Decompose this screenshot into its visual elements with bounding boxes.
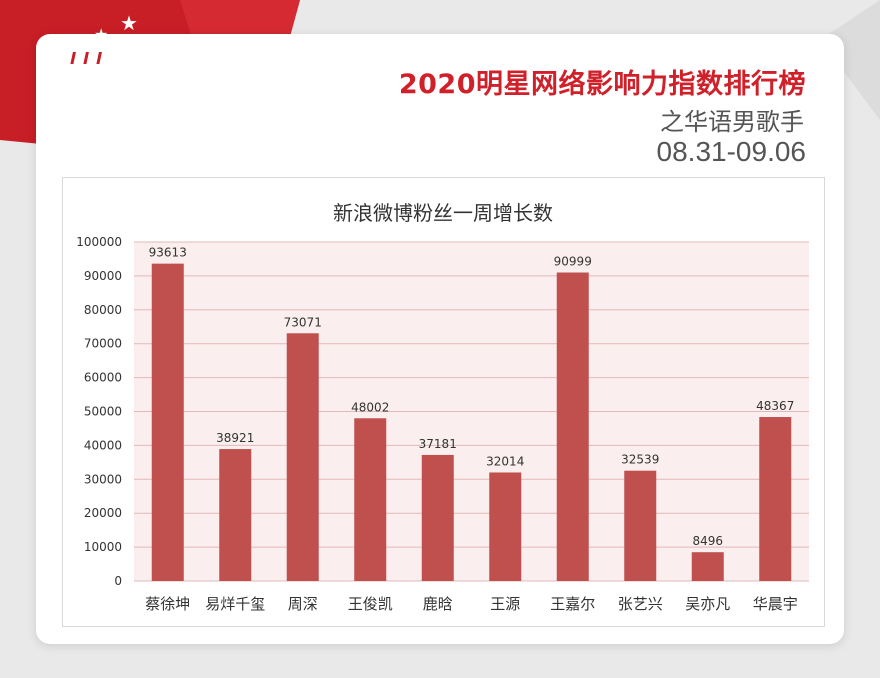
data-label: 37181 (419, 437, 457, 451)
y-tick-label: 50000 (84, 405, 122, 419)
x-tick-label: 周深 (288, 595, 318, 613)
bar (759, 417, 792, 581)
x-tick-label: 鹿晗 (423, 595, 453, 613)
date-range: 08.31-09.06 (656, 136, 806, 167)
chart-title: 新浪微博粉丝一周增长数 (333, 201, 553, 225)
y-tick-label: 10000 (84, 540, 122, 554)
chart-panel: 新浪微博粉丝一周增长数 0 10000 20000 30000 40000 50000 60… (62, 177, 825, 627)
y-tick-label: 100000 (76, 235, 122, 249)
data-label: 8496 (692, 534, 723, 548)
y-tick-label: 20000 (84, 506, 122, 520)
bar (286, 333, 319, 581)
x-tick-label: 王嘉尔 (550, 595, 595, 613)
y-tick-label: 90000 (84, 269, 122, 283)
bar (691, 552, 724, 581)
gray-facet (820, 0, 880, 120)
data-label: 48002 (351, 400, 389, 414)
data-label: 93613 (149, 246, 187, 260)
logo-text-cn: 明星权力榜 (132, 66, 246, 92)
data-label: 73071 (284, 315, 322, 329)
bar (354, 418, 387, 581)
page-subtitle: 之华语男歌手 (660, 108, 804, 136)
data-label: 48367 (756, 399, 794, 413)
bar (219, 449, 252, 581)
data-label: 32014 (486, 454, 524, 468)
y-tick-label: 0 (114, 574, 122, 588)
star-icon: ★ (94, 25, 108, 44)
x-tick-label: 华晨宇 (753, 595, 798, 613)
y-tick-label: 60000 (84, 371, 122, 385)
data-label: 32539 (621, 453, 659, 467)
x-tick-label: 易烊千玺 (205, 595, 265, 613)
bar-chart: 新浪微博粉丝一周增长数 0 10000 20000 30000 40000 50000 60… (76, 201, 809, 613)
y-tick-label: 80000 (84, 303, 122, 317)
bar (151, 263, 184, 581)
star-icon: ★ (150, 41, 161, 55)
bar (489, 472, 522, 581)
x-tick-label: 吴亦凡 (685, 595, 730, 613)
x-tick-label: 王俊凯 (348, 595, 393, 613)
bar (556, 272, 589, 581)
y-tick-label: 30000 (84, 472, 122, 486)
x-tick-label: 蔡徐坤 (145, 595, 190, 613)
y-tick-label: 70000 (84, 337, 122, 351)
star-icon: ★ (120, 11, 138, 35)
logo-text-en: OWERSTAR (106, 92, 233, 117)
bar (624, 470, 657, 581)
y-tick-label: 40000 (84, 438, 122, 452)
fist-icon (63, 48, 116, 108)
page-title: 2020明星网络影响力指数排行榜 (398, 69, 806, 100)
data-label: 38921 (216, 431, 254, 445)
x-tick-label: 张艺兴 (618, 595, 663, 613)
bar (421, 454, 454, 581)
x-tick-label: 王源 (490, 595, 520, 613)
data-label: 90999 (554, 255, 592, 269)
powerstar-logo: ★ ★ ★ ★ 明星权力榜 OWERSTAR (0, 0, 310, 165)
